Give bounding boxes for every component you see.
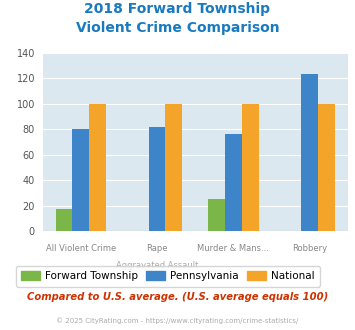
Bar bbox=[242, 104, 258, 231]
Text: Aggravated Assault: Aggravated Assault bbox=[116, 261, 198, 270]
Bar bbox=[56, 209, 72, 231]
Bar bbox=[301, 75, 318, 231]
Text: Robbery: Robbery bbox=[292, 244, 327, 253]
Bar bbox=[165, 104, 182, 231]
Text: Compared to U.S. average. (U.S. average equals 100): Compared to U.S. average. (U.S. average … bbox=[27, 292, 328, 302]
Bar bbox=[72, 129, 89, 231]
Bar bbox=[89, 104, 106, 231]
Text: 2018 Forward Township: 2018 Forward Township bbox=[84, 2, 271, 16]
Bar bbox=[208, 199, 225, 231]
Text: All Violent Crime: All Violent Crime bbox=[46, 244, 116, 253]
Text: Violent Crime Comparison: Violent Crime Comparison bbox=[76, 21, 279, 35]
Bar bbox=[149, 127, 165, 231]
Bar bbox=[225, 134, 242, 231]
Bar bbox=[318, 104, 335, 231]
Text: Rape: Rape bbox=[146, 244, 168, 253]
Text: © 2025 CityRating.com - https://www.cityrating.com/crime-statistics/: © 2025 CityRating.com - https://www.city… bbox=[56, 317, 299, 324]
Legend: Forward Township, Pennsylvania, National: Forward Township, Pennsylvania, National bbox=[16, 266, 320, 286]
Text: Murder & Mans...: Murder & Mans... bbox=[197, 244, 269, 253]
